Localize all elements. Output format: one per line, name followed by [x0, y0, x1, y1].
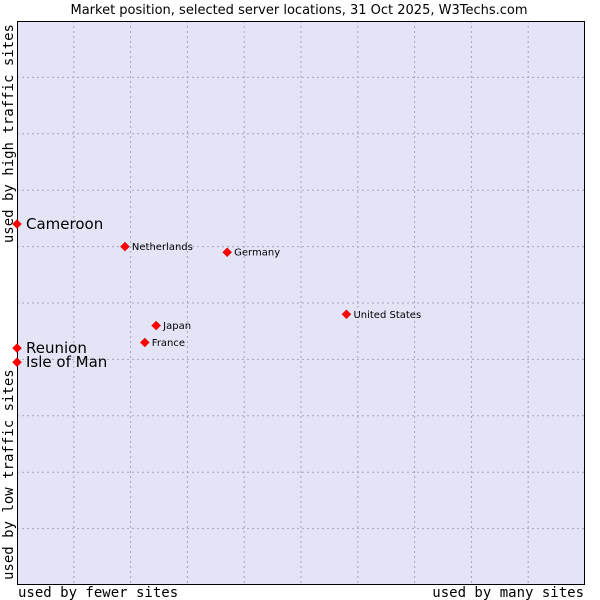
- data-point-reunion: Reunion: [12, 339, 87, 357]
- point-marker-isle-of-man: [12, 357, 22, 368]
- point-marker-reunion: [12, 343, 22, 353]
- data-points: Cameroon Netherlands Germany United States J…: [12, 215, 421, 371]
- point-marker-cameroon: [12, 219, 22, 229]
- y-axis-top-label: used by high traffic sites: [1, 24, 17, 243]
- point-marker-united-states: [341, 309, 352, 320]
- data-point-united-states: United States: [341, 309, 421, 321]
- point-label-united-states: United States: [353, 310, 421, 321]
- point-marker-netherlands: [120, 241, 130, 252]
- data-point-netherlands: Netherlands: [120, 241, 193, 253]
- point-marker-germany: [222, 247, 233, 258]
- grid-lines: [17, 21, 585, 585]
- point-label-japan: Japan: [162, 321, 191, 332]
- data-point-cameroon: Cameroon: [12, 215, 103, 233]
- point-marker-japan: [151, 320, 162, 331]
- x-axis-right-label: used by many sites: [432, 585, 584, 600]
- chart-title: Market position, selected server locatio…: [70, 3, 527, 18]
- point-label-reunion: Reunion: [26, 339, 87, 357]
- data-point-france: France: [139, 337, 185, 349]
- point-label-isle-of-man: Isle of Man: [26, 353, 107, 371]
- point-label-germany: Germany: [234, 248, 280, 259]
- plot-border: [17, 21, 585, 585]
- point-label-france: France: [152, 338, 185, 349]
- point-marker-france: [139, 337, 150, 348]
- point-label-cameroon: Cameroon: [26, 215, 103, 233]
- x-axis-left-label: used by fewer sites: [18, 585, 178, 600]
- data-point-isle-of-man: Isle of Man: [12, 353, 107, 371]
- y-axis-bottom-label: used by low traffic sites: [1, 369, 17, 580]
- data-point-germany: Germany: [222, 247, 280, 259]
- point-label-netherlands: Netherlands: [132, 242, 193, 253]
- data-point-japan: Japan: [151, 320, 191, 332]
